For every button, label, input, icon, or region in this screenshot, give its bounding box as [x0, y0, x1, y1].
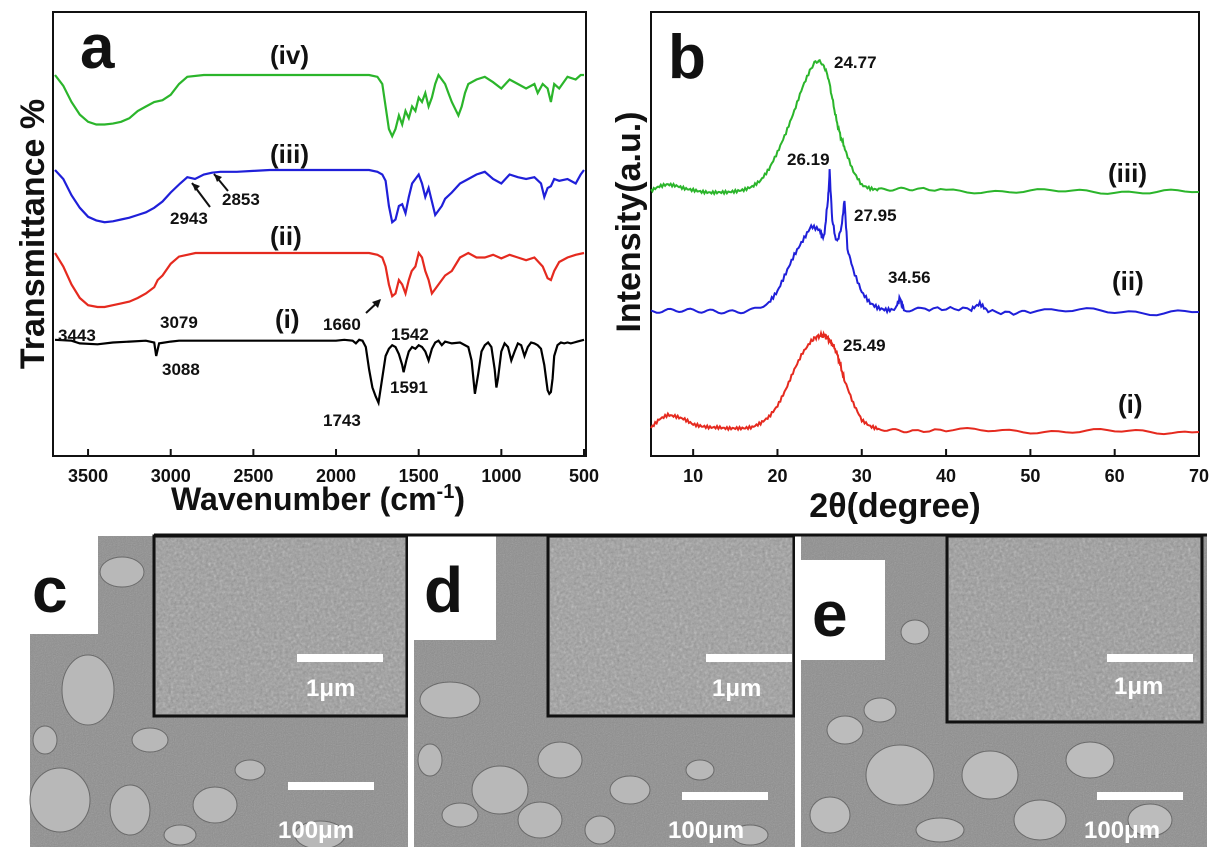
panel-e-main-scalebar — [1097, 792, 1183, 800]
sem-divider-c-d — [408, 534, 414, 847]
annotation-27-95: 27.95 — [854, 206, 897, 225]
panel-a-x-ticks: 3500 3000 2500 2000 1500 1000 500 — [68, 449, 599, 486]
annotation-3443: 3443 — [58, 326, 96, 345]
panel-a-x-tick-label: 2000 — [316, 466, 356, 486]
panel-c: c 1μm 100μm — [28, 534, 409, 847]
panel-a: 3500 3000 2500 2000 1500 1000 500 a Transmitta… — [14, 11, 599, 517]
annotation-2853: 2853 — [222, 190, 260, 209]
panel-b-letter: b — [668, 23, 706, 92]
panel-d-letter: d — [424, 554, 463, 626]
panel-a-series-2-line — [54, 250, 585, 309]
panel-e-inset-texture — [949, 538, 1200, 720]
annotation-2943: 2943 — [170, 209, 208, 228]
sem-divider-d-e — [795, 534, 801, 847]
panel-b-label-iii: (iii) — [1108, 158, 1147, 188]
panel-c-inset-texture — [156, 538, 405, 714]
panel-e-particles — [809, 619, 1173, 843]
panel-a-frame — [52, 11, 587, 457]
panel-b-y-axis-title: Intensity(a.u.) — [610, 111, 648, 332]
panel-a-x-axis-title: Wavenumber (cm-1) — [171, 481, 465, 517]
panel-b-series-1-line — [650, 329, 1200, 436]
panel-d-inset-texture — [550, 538, 792, 714]
annotation-34-56: 34.56 — [888, 268, 931, 287]
panel-e-letter-bg — [801, 560, 885, 660]
panel-b-x-ticks: 10 20 30 40 50 60 70 — [683, 449, 1209, 486]
annotation-26-19: 26.19 — [787, 150, 830, 169]
panel-a-x-axis-title-close: ) — [454, 481, 465, 517]
panel-b-plot — [650, 58, 1200, 436]
panel-c-main-scale-label: 100μm — [278, 817, 354, 844]
panel-c-particles — [29, 556, 346, 847]
panel-b-label-i: (i) — [1118, 389, 1143, 419]
panel-a-series-1-line — [54, 338, 585, 407]
panel-b-x-tick-label: 60 — [1105, 466, 1125, 486]
annotation-3088: 3088 — [162, 360, 200, 379]
panel-b-label-ii: (ii) — [1112, 266, 1144, 296]
panel-a-label-ii: (ii) — [270, 221, 302, 251]
panel-d: d 1μm 100μm — [414, 534, 796, 847]
panel-d-particles — [417, 681, 769, 846]
panel-b-x-tick-label: 20 — [767, 466, 787, 486]
panel-a-x-tick-label: 2500 — [233, 466, 273, 486]
annotation-3079: 3079 — [160, 313, 198, 332]
panel-a-y-axis-title: Transmittance % — [14, 99, 52, 369]
panel-a-x-tick-label: 1000 — [481, 466, 521, 486]
panel-b-series-2-line — [650, 169, 1200, 317]
panel-e-inset-scale-label: 1μm — [1114, 673, 1163, 700]
panel-a-series-4-line — [54, 72, 584, 139]
panel-b-x-tick-label: 30 — [852, 466, 872, 486]
panel-a-x-axis-title-main: Wavenumber (cm — [171, 481, 437, 517]
panel-b-series-3-line — [650, 58, 1200, 197]
panel-c-main-scalebar — [288, 782, 374, 790]
panel-a-x-tick-label: 3000 — [151, 466, 191, 486]
panel-a-x-tick-label: 1500 — [399, 466, 439, 486]
panel-a-plot — [54, 72, 585, 407]
annotation-1743: 1743 — [323, 411, 361, 430]
panel-a-label-i: (i) — [275, 304, 300, 334]
panel-d-inset-scale-label: 1μm — [712, 675, 761, 702]
panel-a-letter: a — [80, 13, 115, 82]
panel-b-x-tick-label: 10 — [683, 466, 703, 486]
annotation-1591: 1591 — [390, 378, 428, 397]
panel-a-x-axis-title-sup: -1 — [437, 481, 455, 503]
panel-d-main-scale-label: 100μm — [668, 817, 744, 844]
annotation-1660: 1660 — [323, 315, 361, 334]
panel-c-letter-bg — [28, 534, 98, 634]
panel-c-letter: c — [32, 554, 68, 626]
panel-e-inset-scalebar — [1107, 654, 1193, 662]
panel-e-main-scale-label: 100μm — [1084, 817, 1160, 844]
panel-a-label-iii: (iii) — [270, 139, 309, 169]
panel-a-x-tick-label: 500 — [569, 466, 599, 486]
panel-b-x-axis-title: 2θ(degree) — [809, 487, 980, 525]
panel-e-letter: e — [812, 578, 848, 650]
panel-c-inset-scalebar — [297, 654, 383, 662]
panel-b-x-tick-label: 50 — [1020, 466, 1040, 486]
panel-a-series-3-line — [54, 168, 585, 225]
annotation-24-77: 24.77 — [834, 53, 877, 72]
arrow-1660-head — [372, 299, 381, 308]
panel-a-x-tick-label: 3500 — [68, 466, 108, 486]
panel-b-frame — [650, 11, 1200, 457]
arrow-2853-head — [214, 174, 222, 182]
panel-b-x-tick-label: 40 — [936, 466, 956, 486]
panel-c-inset-scale-label: 1μm — [306, 675, 355, 702]
panel-d-main-scalebar — [682, 792, 768, 800]
panel-b-x-tick-label: 70 — [1189, 466, 1209, 486]
panel-e: e 1μm 100μm — [801, 534, 1207, 847]
panel-d-letter-bg — [414, 534, 496, 640]
panel-d-inset-scalebar — [706, 654, 792, 662]
panel-b: 10 20 30 40 50 60 70 b Intensity(a.u.) 2θ(degr… — [610, 11, 1209, 525]
arrow-2943-head — [192, 183, 200, 191]
annotation-1542: 1542 — [391, 325, 429, 344]
annotation-25-49: 25.49 — [843, 336, 886, 355]
panel-a-label-iv: (iv) — [270, 40, 309, 70]
